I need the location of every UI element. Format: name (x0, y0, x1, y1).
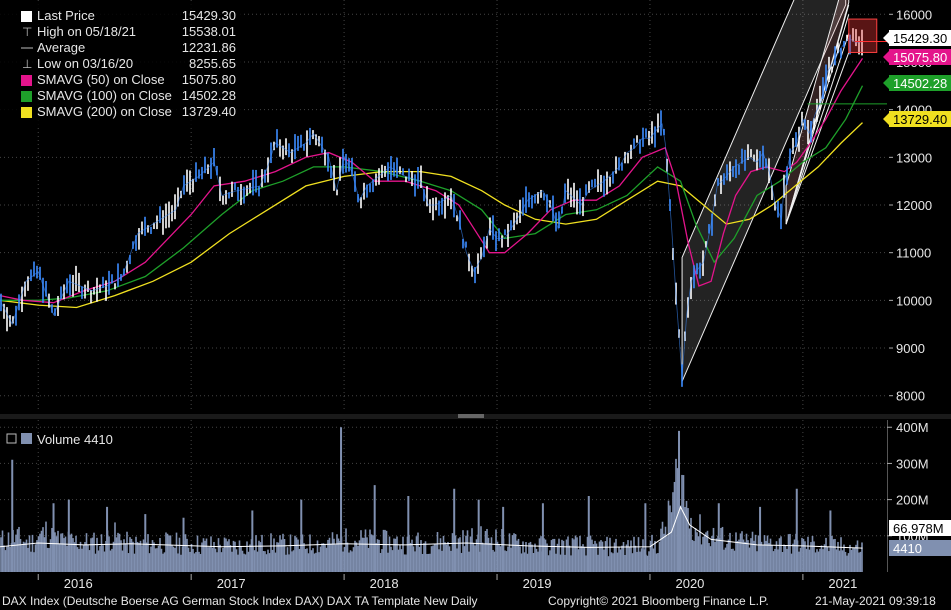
volume-tick-label: 200M (896, 493, 929, 508)
last-value-tag-arrow (883, 51, 889, 63)
last-value-tag (889, 49, 951, 65)
legend-value: 8255.65 (189, 56, 236, 71)
last-value-tag-label: 15075.80 (893, 50, 947, 65)
y-tick-label: 12000 (896, 198, 932, 213)
legend-swatch (21, 11, 32, 22)
x-tick-label: 2017 (217, 576, 246, 591)
legend-swatch (21, 107, 32, 118)
legend-value: 13729.40 (182, 104, 236, 119)
last-value-tag (889, 111, 951, 127)
last-value-tag (889, 75, 951, 91)
pane-divider-handle (458, 414, 484, 418)
legend-background (0, 4, 242, 128)
volume-legend-swatch (21, 433, 32, 444)
last-value-tag-label: 15429.30 (893, 31, 947, 46)
legend-value: 15429.30 (182, 8, 236, 23)
volume-tick-label: 400M (896, 420, 929, 435)
legend-label: Last Price (37, 8, 95, 23)
y-tick-label: 9000 (896, 341, 925, 356)
price-line (0, 37, 863, 377)
last-value-tag-label: 13729.40 (893, 112, 947, 127)
footer-copyright: Copyright© 2021 Bloomberg Finance L.P. (548, 594, 769, 608)
last-value-tag-arrow (883, 32, 889, 44)
legend-value: 15075.80 (182, 72, 236, 87)
volume-value-tag (889, 540, 951, 556)
x-tick-label: 2021 (828, 576, 857, 591)
y-tick-label: 8000 (896, 389, 925, 404)
last-value-tag-arrow (883, 113, 889, 125)
fan-line (785, 33, 850, 225)
legend-swatch (21, 91, 32, 102)
volume-legend-label: Volume 4410 (37, 432, 113, 447)
last-value-tag-arrow (883, 77, 889, 89)
y-tick-label: 13000 (896, 150, 932, 165)
last-price-highlight (848, 18, 878, 53)
last-value-tag (889, 30, 951, 46)
volume-value-tag (889, 520, 951, 536)
series-line-smavg-1 (0, 58, 864, 304)
legend-low-marker: ⊥ (22, 57, 32, 71)
legend-swatch (21, 75, 32, 86)
volume-average-line (0, 505, 863, 549)
footer-timestamp: 21-May-2021 09:39:18 (815, 594, 936, 608)
last-value-tag-label: 14502.28 (893, 76, 947, 91)
legend-value: 14502.28 (182, 88, 236, 103)
legend-label: SMAVG (50) on Close (37, 72, 165, 87)
volume-tick-label: 300M (896, 456, 929, 471)
fan-line (785, 52, 850, 225)
legend-label: Average (37, 40, 85, 55)
footer: DAX Index (Deutsche Boerse AG German Sto… (0, 592, 951, 610)
x-tick-label: 2018 (370, 576, 399, 591)
legend-value: 12231.86 (182, 40, 236, 55)
x-tick-label: 2020 (675, 576, 704, 591)
footer-description: DAX Index (Deutsche Boerse AG German Sto… (2, 594, 478, 608)
y-tick-label: 11000 (896, 246, 931, 261)
volume-value-tag-label: 66.978M (893, 521, 944, 536)
legend-label: High on 05/18/21 (37, 24, 136, 39)
legend-value: 15538.01 (182, 24, 236, 39)
y-tick-label: 16000 (896, 7, 932, 22)
series-line-smavg-3 (0, 122, 863, 309)
volume-value-tag-label: 4410 (893, 541, 922, 556)
y-tick-label: 10000 (896, 293, 932, 308)
volume-legend-toggle (6, 433, 17, 444)
dax-chart: 8000900010000110001200013000140001500016… (0, 0, 951, 592)
x-tick-label: 2019 (523, 576, 552, 591)
x-tick-label: 2016 (64, 576, 93, 591)
legend-high-marker: ⊤ (22, 25, 32, 39)
legend-label: SMAVG (200) on Close (37, 104, 172, 119)
legend-label: Low on 03/16/20 (37, 56, 133, 71)
volume-axis-line (887, 420, 888, 572)
legend-label: SMAVG (100) on Close (37, 88, 172, 103)
